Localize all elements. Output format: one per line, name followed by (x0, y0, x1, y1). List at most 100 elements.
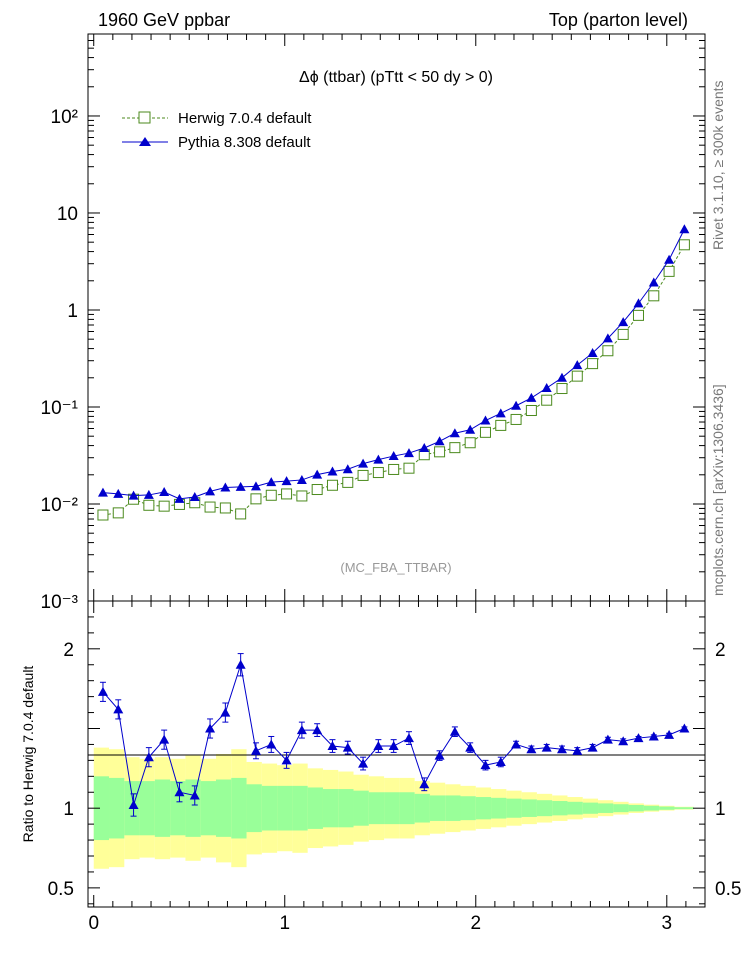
y-tick-label: 10 (57, 204, 78, 225)
uncertainty-band-inner (613, 804, 629, 813)
uncertainty-band-inner (399, 792, 415, 825)
main-panel: 10⁻³ 10⁻² 10⁻¹ 1 10 10² Δϕ (ttbar) (pTtt < 50… (41, 33, 706, 613)
uncertainty-band-inner (460, 796, 476, 821)
uncertainty-band-inner (338, 789, 354, 828)
herwig-point (449, 442, 461, 454)
herwig-point (97, 509, 109, 521)
herwig-point (587, 358, 599, 370)
ratio-y-tick-label: 0.5 (48, 879, 74, 900)
ratio-point (541, 742, 552, 752)
pythia-point (189, 492, 200, 502)
uncertainty-band-inner (659, 806, 675, 810)
ratio-point (618, 736, 629, 746)
uncertainty-band-inner (246, 784, 262, 833)
uncertainty-band-inner (521, 799, 537, 817)
ratio-y-tick-label-right: 1 (715, 799, 726, 820)
uncertainty-band-inner (674, 807, 694, 810)
y-tick-label: 10⁻³ (41, 592, 79, 613)
ratio-point (511, 739, 522, 749)
pythia-point (358, 458, 369, 468)
herwig-point (434, 446, 446, 458)
uncertainty-band-inner (491, 797, 507, 819)
ratio-point (235, 659, 246, 669)
herwig-point (525, 405, 537, 417)
uncertainty-band-inner (353, 790, 369, 826)
rivet-label: Rivet 3.1.10, ≥ 300k events (710, 80, 726, 250)
pythia-point (449, 428, 460, 438)
uncertainty-band-inner (277, 785, 293, 831)
herwig-point (235, 508, 247, 520)
uncertainty-band-inner (582, 802, 599, 814)
pythia-point (618, 317, 629, 327)
pythia-point (143, 489, 154, 499)
herwig-point (143, 499, 155, 511)
energy-label: 1960 GeV ppbar (98, 10, 230, 30)
pythia-point (648, 277, 659, 287)
ratio-point (342, 742, 353, 752)
ratio-bands (93, 747, 694, 869)
ratio-point (602, 734, 613, 744)
ratio-point (648, 731, 659, 741)
herwig-point (388, 463, 400, 475)
pythia-point (526, 392, 537, 402)
herwig-point (678, 239, 690, 251)
uncertainty-band-inner (536, 800, 553, 817)
ratio-y-tick-label-right: 0.5 (715, 879, 741, 900)
pythia-point (419, 442, 430, 452)
pythia-point (480, 415, 491, 425)
ratio-point (449, 726, 460, 736)
ratio-point (281, 755, 292, 765)
herwig-point (342, 476, 354, 488)
herwig-point (219, 502, 231, 514)
pythia-point (220, 482, 231, 492)
ratio-point (526, 744, 537, 754)
uncertainty-band-inner (552, 801, 568, 816)
uncertainty-band-inner (215, 779, 232, 837)
ratio-point (556, 744, 567, 754)
pythia-point (403, 448, 414, 458)
uncertainty-band-inner (109, 777, 125, 839)
pythia-point (664, 254, 675, 264)
uncertainty-band-inner (506, 798, 522, 818)
ratio-point (480, 760, 491, 770)
process-label: Top (parton level) (549, 10, 688, 30)
ratio-frame (87, 600, 706, 908)
y-tick-label: 10⁻¹ (41, 398, 79, 419)
herwig-point (617, 328, 629, 340)
herwig-point (602, 345, 614, 357)
uncertainty-band-inner (429, 795, 446, 821)
pythia-point (434, 436, 445, 446)
ratio-point (159, 734, 170, 744)
uncertainty-band-inner (185, 779, 201, 837)
ratio-point (174, 787, 185, 797)
ratio-y-tick-label: 1 (63, 799, 74, 820)
ratio-ylabel: Ratio to Herwig 7.0.4 default (20, 666, 36, 843)
pythia-point (312, 469, 323, 479)
herwig-point (372, 467, 384, 479)
herwig-point (158, 500, 170, 512)
y-tick-label: 1 (67, 301, 78, 322)
herwig-point (296, 490, 308, 502)
uncertainty-band-inner (139, 781, 155, 836)
pythia-point (465, 424, 476, 434)
pythia-point (174, 493, 185, 503)
ratio-point (495, 756, 506, 766)
uncertainty-band-inner (414, 793, 430, 823)
pythia-point (587, 348, 598, 358)
x-tick-label: 1 (279, 913, 290, 934)
pythia-point (511, 400, 522, 410)
ratio-point (419, 779, 430, 789)
uncertainty-band-inner (231, 777, 247, 839)
chart-title: Δϕ (ttbar) (pTtt < 50 dy > 0) (299, 69, 493, 86)
uncertainty-band-inner (384, 792, 400, 825)
ratio-point (679, 723, 690, 733)
uncertainty-band-inner (598, 803, 614, 813)
pythia-point (327, 466, 338, 476)
ratio-point (128, 800, 139, 809)
ratio-point (296, 725, 307, 735)
ratio-point (572, 745, 583, 755)
pythia-point (205, 486, 216, 496)
ratio-point (220, 707, 231, 717)
ratio-point (358, 758, 369, 768)
ratio-point (587, 742, 598, 752)
